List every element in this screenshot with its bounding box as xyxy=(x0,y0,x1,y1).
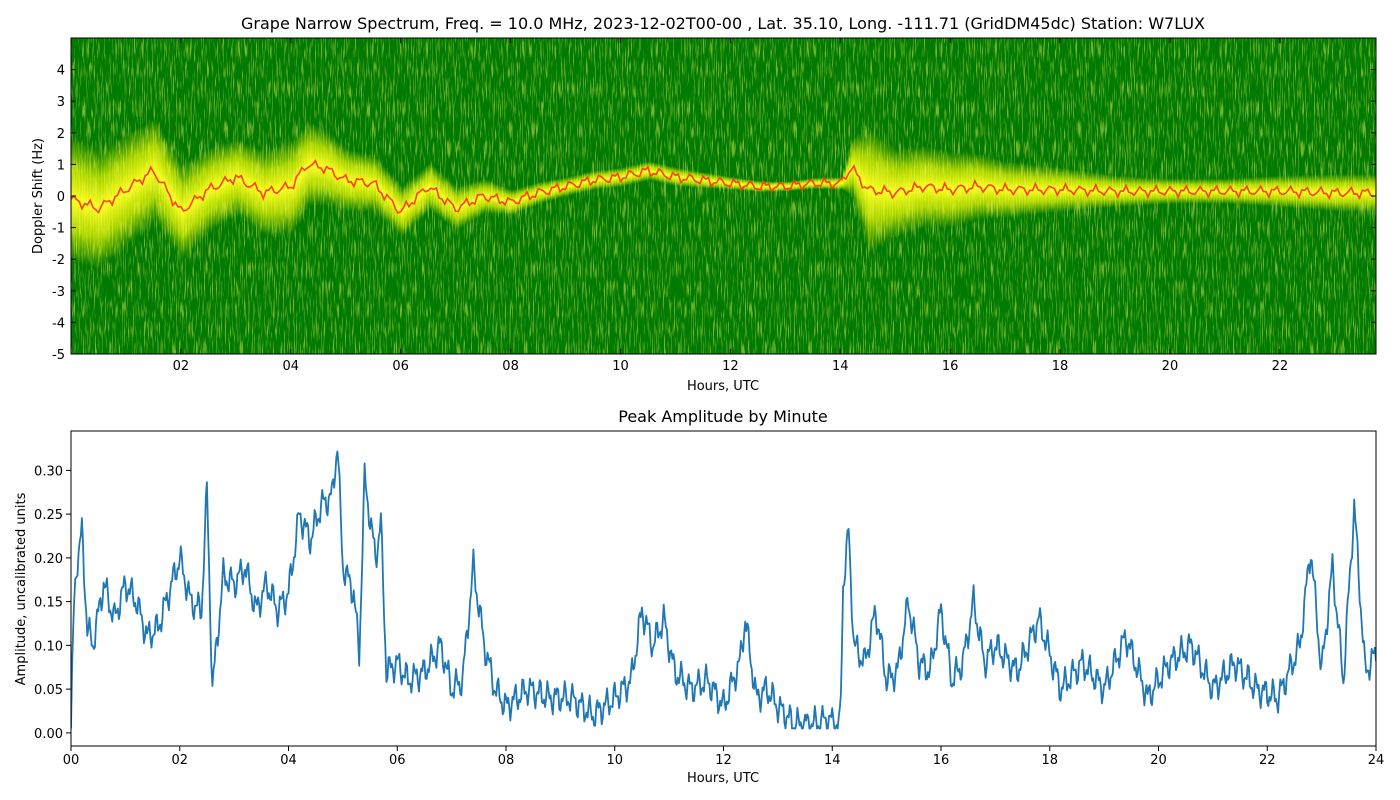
x-tick-label: 06 xyxy=(392,359,409,374)
x-tick-label: 24 xyxy=(1368,753,1385,768)
y-tick-label: 0.00 xyxy=(34,727,63,742)
x-tick-label: 00 xyxy=(63,753,80,768)
y-tick-label: 0.15 xyxy=(34,596,63,611)
x-tick-label: 20 xyxy=(1162,359,1179,374)
y-tick-label: 0.20 xyxy=(34,552,63,567)
x-tick-label: 02 xyxy=(171,753,188,768)
x-tick-label: 18 xyxy=(1041,753,1058,768)
x-tick-label: 14 xyxy=(824,753,841,768)
x-tick-label: 14 xyxy=(832,359,849,374)
amplitude-y-axis-label: Amplitude, uncalibrated units xyxy=(14,492,29,685)
y-tick-label: 3 xyxy=(57,95,65,110)
amplitude-x-axis-label: Hours, UTC xyxy=(687,771,759,786)
y-tick-label: 2 xyxy=(57,127,65,142)
x-tick-label: 16 xyxy=(933,753,950,768)
y-tick-label: -2 xyxy=(52,253,65,268)
spectrogram-x-axis-label: Hours, UTC xyxy=(687,379,759,394)
spectrogram-y-ticks: -5 -4 -3 -2 -1 0 1 2 3 4 xyxy=(52,64,1376,363)
y-tick-label: 4 xyxy=(57,64,65,79)
y-tick-label: -1 xyxy=(52,222,65,237)
spectrogram-noise-texture xyxy=(71,38,1376,354)
amplitude-y-ticks: 0.00 0.05 0.10 0.15 0.20 0.25 0.30 xyxy=(34,464,71,742)
x-tick-label: 02 xyxy=(173,359,190,374)
x-tick-label: 08 xyxy=(502,359,519,374)
spectrogram-panel: Grape Narrow Spectrum, Freq. = 10.0 MHz,… xyxy=(31,14,1377,394)
amplitude-x-ticks: 00 02 04 06 08 10 12 14 16 18 20 22 24 xyxy=(63,746,1385,768)
y-tick-label: 1 xyxy=(57,158,65,173)
peak-doppler-trace xyxy=(71,159,1374,215)
y-tick-label: -3 xyxy=(52,285,65,300)
x-tick-label: 10 xyxy=(606,753,623,768)
x-tick-label: 20 xyxy=(1150,753,1167,768)
y-tick-label: -4 xyxy=(52,316,65,331)
x-tick-label: 08 xyxy=(498,753,515,768)
y-tick-label: 0 xyxy=(57,190,65,205)
amplitude-series-line xyxy=(71,450,1376,730)
y-tick-label: 0.30 xyxy=(34,464,63,479)
x-tick-label: 12 xyxy=(715,753,732,768)
x-tick-label: 22 xyxy=(1259,753,1276,768)
spectrogram-y-axis-label: Doppler Shift (Hz) xyxy=(31,138,46,254)
x-tick-label: 06 xyxy=(389,753,406,768)
x-tick-label: 10 xyxy=(612,359,629,374)
x-tick-label: 18 xyxy=(1052,359,1069,374)
amplitude-title: Peak Amplitude by Minute xyxy=(618,407,828,426)
y-tick-label: 0.05 xyxy=(34,683,63,698)
x-tick-label: 22 xyxy=(1272,359,1289,374)
y-tick-label: 0.10 xyxy=(34,639,63,654)
x-tick-label: 04 xyxy=(283,359,300,374)
x-tick-label: 16 xyxy=(942,359,959,374)
x-tick-label: 12 xyxy=(722,359,739,374)
y-tick-label: 0.25 xyxy=(34,508,63,523)
amplitude-panel: Peak Amplitude by Minute 00 02 04 06 08 10 12 1… xyxy=(14,407,1384,786)
spectrogram-title: Grape Narrow Spectrum, Freq. = 10.0 MHz,… xyxy=(241,14,1205,33)
x-tick-label: 04 xyxy=(280,753,297,768)
y-tick-label: -5 xyxy=(52,348,65,363)
spectrogram-x-ticks: 02 04 06 08 10 12 14 16 18 20 22 xyxy=(173,38,1288,374)
